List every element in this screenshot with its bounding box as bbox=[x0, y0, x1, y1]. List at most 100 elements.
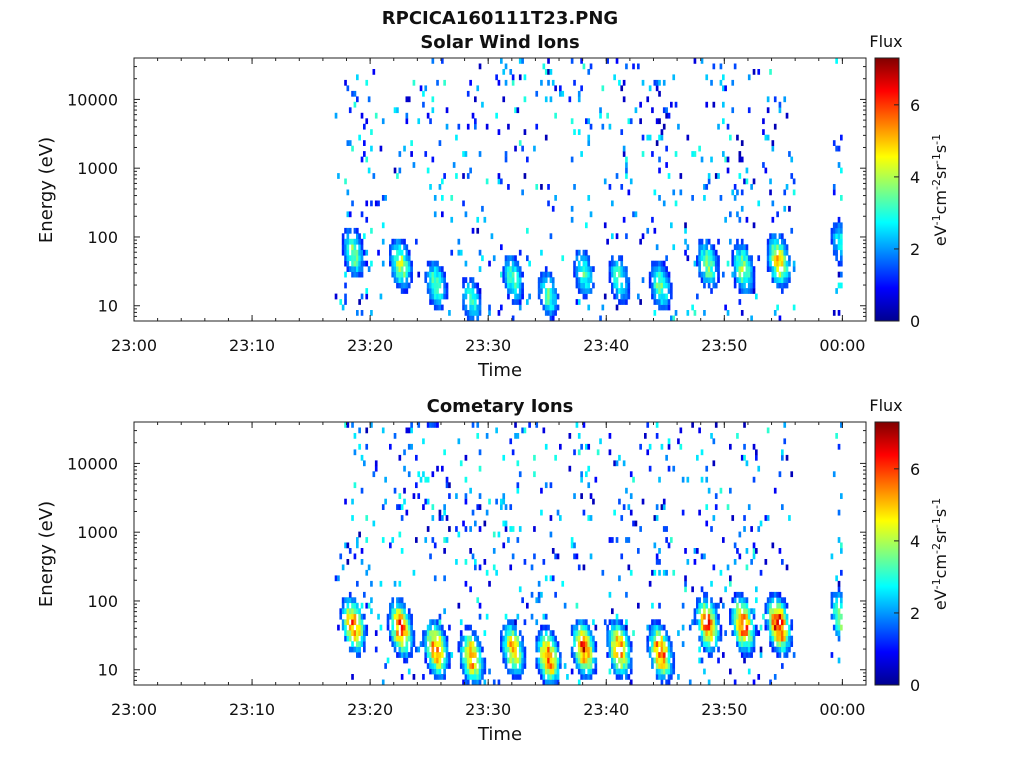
spectrogram-cell bbox=[655, 624, 659, 631]
spectrogram-cell bbox=[341, 244, 345, 251]
spectrogram-cell bbox=[398, 635, 402, 642]
spectrogram-cell bbox=[344, 608, 347, 615]
spectrogram-cell bbox=[464, 646, 468, 653]
x-ticks: 23:00 23:10 23:20 23:30 23:40 23:50 00:00 bbox=[111, 58, 867, 355]
spectrogram-cell bbox=[660, 635, 664, 642]
spectrogram-cell bbox=[632, 520, 635, 527]
spectrogram-cell bbox=[837, 657, 841, 664]
spectrogram-cell bbox=[348, 238, 352, 245]
spectrogram-cell bbox=[783, 646, 787, 653]
spectrogram-cell bbox=[648, 646, 652, 653]
spectrogram-cell bbox=[646, 624, 650, 631]
spectrogram-cell bbox=[707, 238, 711, 245]
spectrogram-cell bbox=[712, 624, 716, 631]
spectrogram-cell bbox=[556, 668, 560, 675]
spectrogram-cell bbox=[632, 476, 635, 483]
spectrogram-cell bbox=[542, 613, 546, 620]
spectrogram-cell bbox=[674, 310, 678, 316]
spectrogram-cell bbox=[658, 641, 661, 647]
spectrogram-cell bbox=[611, 266, 614, 272]
spectrogram-cell bbox=[693, 310, 697, 316]
spectrogram-cell bbox=[507, 293, 510, 300]
spectrogram-cell bbox=[398, 608, 402, 615]
spectrogram-cell bbox=[429, 422, 432, 428]
spectrogram-cell bbox=[660, 129, 664, 135]
spectrogram-cell bbox=[514, 299, 517, 305]
colorbar-tick-label: 6 bbox=[910, 96, 920, 115]
spectrogram-cell bbox=[759, 520, 763, 527]
plot-frame bbox=[133, 57, 867, 322]
spectrogram-cell bbox=[344, 498, 347, 505]
spectrogram-cell bbox=[547, 299, 550, 305]
spectrogram-cell bbox=[766, 266, 770, 272]
spectrogram-cell bbox=[542, 282, 546, 289]
spectrogram-cell bbox=[577, 433, 581, 439]
spectrogram-cell bbox=[469, 548, 472, 554]
spectrogram-cell bbox=[611, 288, 614, 294]
spectrogram-cell bbox=[665, 266, 668, 272]
spectrogram-cell bbox=[372, 69, 376, 75]
spectrogram-cell bbox=[410, 641, 413, 647]
spectrogram-cell bbox=[641, 233, 645, 240]
spectrogram-cell bbox=[714, 173, 718, 179]
spectrogram-cell bbox=[783, 422, 787, 428]
spectrogram-cell bbox=[358, 260, 361, 267]
spectrogram-cell bbox=[542, 641, 546, 647]
spectrogram-cell bbox=[771, 244, 775, 251]
spectrogram-cell bbox=[358, 608, 361, 615]
spectrogram-cell bbox=[703, 277, 706, 283]
spectrogram-cell bbox=[738, 255, 742, 262]
spectrogram-cell bbox=[518, 526, 522, 532]
spectrogram-cell bbox=[344, 282, 347, 289]
spectrogram-cell bbox=[658, 293, 661, 300]
spectrogram-cell bbox=[523, 74, 527, 81]
spectrogram-cell bbox=[514, 288, 517, 294]
spectrogram-cell bbox=[436, 260, 439, 267]
spectrogram-cell bbox=[681, 602, 685, 609]
spectrogram-cell bbox=[769, 630, 772, 636]
spectrogram-cell bbox=[622, 271, 626, 278]
y-axis-label: Energy (eV) bbox=[36, 137, 57, 243]
spectrogram-cell bbox=[736, 630, 739, 636]
spectrogram-cell bbox=[544, 266, 548, 272]
spectrogram-cell bbox=[662, 277, 666, 283]
spectrogram-cell bbox=[396, 282, 399, 289]
spectrogram-cell bbox=[660, 652, 664, 658]
spectrogram-cell bbox=[544, 663, 548, 669]
spectrogram-cell bbox=[653, 260, 657, 267]
spectrogram-cell bbox=[400, 613, 404, 620]
spectrogram-cell bbox=[429, 184, 432, 190]
spectrogram-cell bbox=[736, 635, 739, 642]
spectrogram-cell bbox=[537, 591, 541, 598]
spectrogram-cell bbox=[792, 304, 796, 311]
spectrogram-cell bbox=[533, 454, 536, 461]
spectrogram-cell bbox=[785, 564, 789, 571]
spectrogram-cell bbox=[436, 668, 439, 675]
spectrogram-cell bbox=[556, 304, 560, 311]
spectrogram-cell bbox=[504, 260, 508, 267]
spectrogram-cell bbox=[356, 635, 359, 642]
spectrogram-cell bbox=[495, 569, 498, 576]
spectrogram-cell bbox=[367, 167, 371, 174]
spectrogram-cell bbox=[766, 244, 770, 251]
spectrogram-cell bbox=[781, 233, 784, 240]
spectrogram-cell bbox=[433, 288, 437, 294]
spectrogram-cell bbox=[840, 167, 843, 174]
spectrogram-cell bbox=[337, 575, 340, 582]
spectrogram-cell bbox=[667, 679, 671, 686]
spectrogram-cell bbox=[622, 96, 626, 103]
spectrogram-cell bbox=[540, 509, 543, 516]
spectrogram-cell bbox=[665, 537, 668, 543]
spectrogram-cell bbox=[731, 613, 735, 620]
spectrogram-cell bbox=[665, 657, 668, 664]
spectrogram-cell bbox=[585, 271, 588, 278]
spectrogram-cell bbox=[433, 195, 437, 201]
spectrogram-cell bbox=[429, 282, 432, 289]
spectrogram-cell bbox=[750, 184, 753, 190]
spectrogram-cell bbox=[577, 663, 581, 669]
spectrogram-cell bbox=[351, 515, 354, 521]
spectrogram-cell bbox=[455, 173, 458, 179]
spectrogram-cell bbox=[599, 112, 602, 119]
spectrogram-cell bbox=[495, 498, 498, 505]
x-tick-label: 23:20 bbox=[347, 700, 393, 719]
